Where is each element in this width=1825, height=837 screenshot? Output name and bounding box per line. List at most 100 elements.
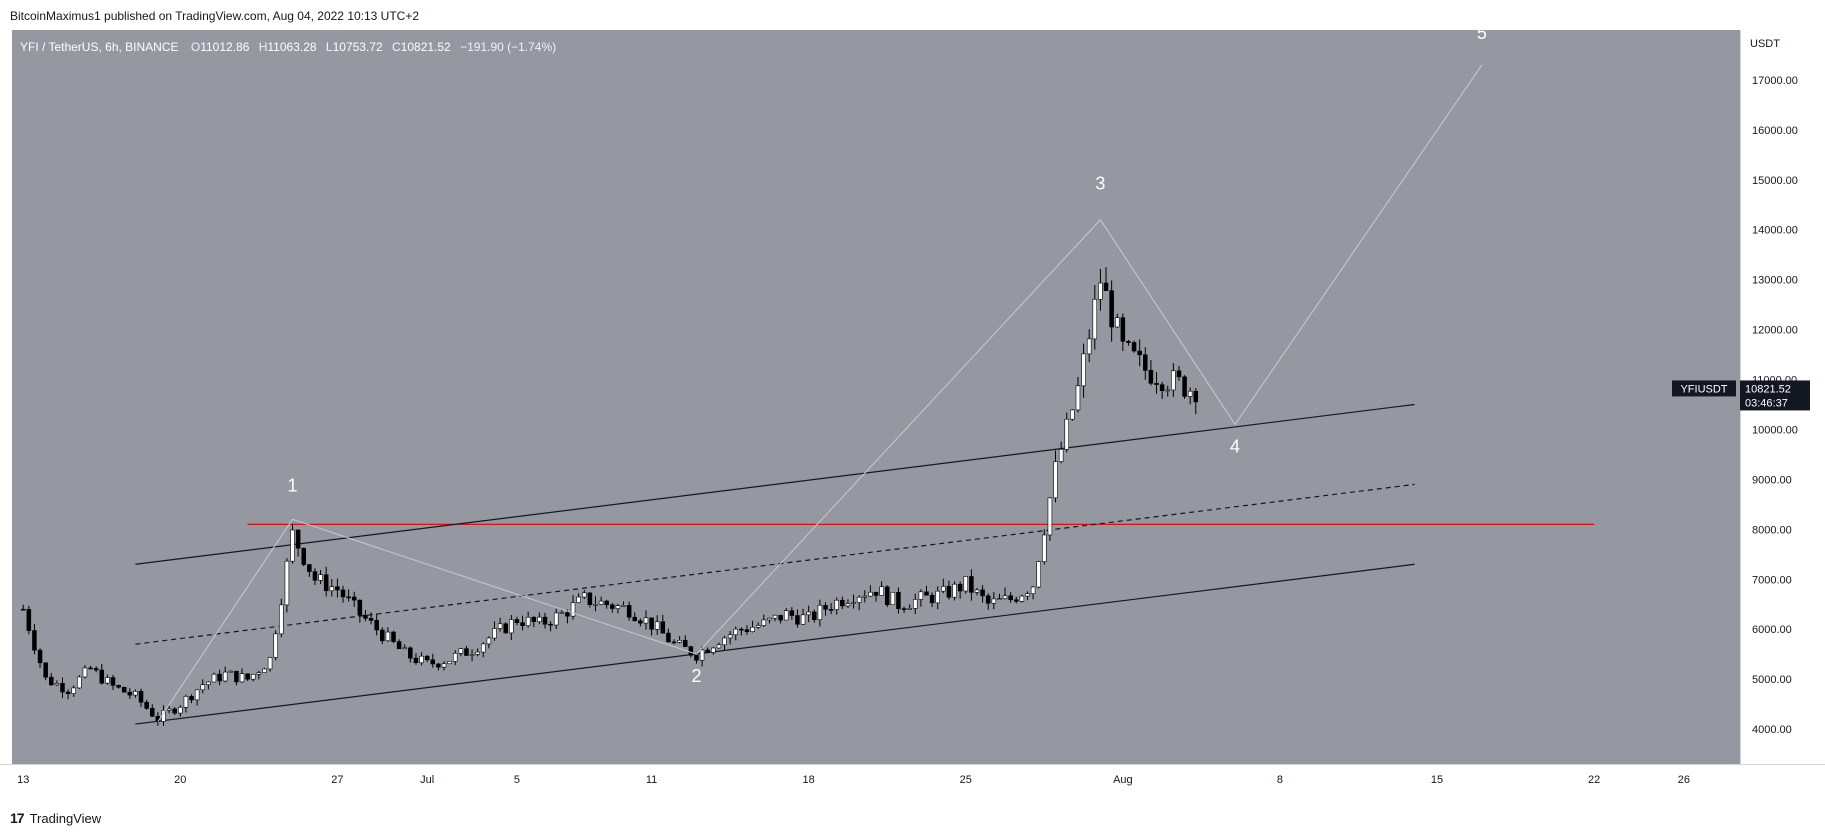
candle-up	[105, 677, 110, 684]
candle-down	[295, 529, 301, 549]
tradingview-name: TradingView	[29, 810, 102, 826]
candle-up	[1086, 338, 1092, 355]
wave-label: 1	[288, 475, 298, 495]
candle-down	[93, 668, 99, 671]
candle-down	[980, 589, 985, 597]
candle-down	[1008, 595, 1013, 601]
candle-down	[946, 586, 952, 598]
candle-up	[654, 621, 660, 630]
candle-up	[862, 595, 868, 598]
candle-down	[1013, 599, 1019, 602]
candle-down	[812, 611, 817, 621]
candle-up	[963, 576, 969, 592]
close-value: 10821.52	[400, 40, 451, 54]
price-tag-box	[1740, 380, 1810, 411]
candle-down	[744, 629, 750, 632]
candle-down	[638, 620, 643, 624]
price-tick-label: 17000.00	[1752, 75, 1798, 87]
candle-down	[604, 600, 609, 606]
candle-down	[778, 614, 783, 621]
candle-down	[413, 657, 419, 664]
candle-up	[537, 616, 542, 622]
elliott-wave-path	[157, 64, 1483, 722]
candle-down	[789, 610, 795, 616]
candle-down	[335, 586, 340, 591]
price-tick-label: 5000.00	[1752, 674, 1792, 686]
candle-up	[800, 614, 806, 625]
candle-up	[402, 647, 407, 650]
wave-label: 3	[1095, 174, 1105, 194]
candle-up	[284, 560, 290, 606]
candle-down	[346, 596, 351, 599]
candle-up	[206, 681, 211, 685]
candle-up	[481, 643, 486, 653]
price-tick-label: 13000.00	[1752, 275, 1798, 287]
candle-up	[178, 706, 183, 714]
candle-down	[60, 683, 65, 693]
candle-down	[88, 667, 93, 670]
candle-down	[626, 605, 632, 618]
candle-down	[351, 596, 357, 601]
price-axis-unit: USDT	[1750, 38, 1780, 50]
candle-down	[1148, 370, 1154, 384]
chart-plot-area[interactable]	[12, 30, 1740, 764]
candle-up	[722, 637, 727, 646]
candle-down	[610, 604, 615, 609]
candle-down	[32, 630, 37, 651]
candle-up	[868, 591, 873, 597]
candle-down	[464, 648, 469, 656]
candle-down	[632, 616, 638, 622]
price-tick-label: 9000.00	[1752, 474, 1792, 486]
price-tick-label: 7000.00	[1752, 574, 1792, 586]
channel-upper-line	[135, 403, 1415, 565]
candle-up	[279, 604, 284, 635]
candle-down	[312, 571, 318, 581]
candle-up	[834, 599, 839, 610]
candle-up	[643, 617, 649, 624]
candle-up	[54, 683, 60, 686]
candle-up	[82, 667, 88, 678]
candle-up	[1064, 418, 1070, 450]
candle-down	[548, 623, 553, 626]
candle-down	[587, 592, 593, 605]
candle-up	[1047, 497, 1053, 536]
candle-up	[447, 661, 452, 665]
open-value: 11012.86	[200, 40, 250, 54]
candle-down	[503, 623, 508, 634]
candle-up	[974, 589, 980, 593]
tradingview-logo-icon: 17	[10, 810, 25, 826]
candle-down	[884, 586, 890, 606]
low-value: 10753.72	[332, 40, 383, 54]
candle-up	[419, 655, 424, 664]
candle-down	[531, 616, 537, 622]
candle-up	[256, 672, 262, 675]
time-tick-label: 13	[17, 774, 29, 786]
time-tick-label: 25	[960, 774, 972, 786]
open-label: O	[190, 40, 201, 54]
candle-down	[430, 659, 436, 665]
symbol-title: YFI / TetherUS, 6h, BINANCE	[20, 40, 179, 54]
candle-down	[380, 629, 385, 642]
candle-up	[997, 598, 1002, 600]
tradingview-brand[interactable]: 17 TradingView	[10, 810, 101, 826]
price-tick-label: 10000.00	[1752, 424, 1798, 436]
candle-up	[576, 596, 581, 603]
time-axis[interactable]	[0, 764, 1825, 789]
candle-down	[660, 621, 666, 634]
price-tag-countdown: 03:46:37	[1745, 397, 1788, 409]
candle-up	[441, 663, 447, 668]
candle-up	[133, 691, 138, 696]
wave-label: 5	[1477, 23, 1487, 43]
candle-down	[391, 631, 396, 642]
candle-down	[896, 591, 901, 609]
candle-up	[1171, 370, 1176, 391]
candle-up	[71, 687, 76, 694]
candle-up	[711, 647, 716, 653]
candle-down	[245, 673, 250, 680]
candle-down	[363, 614, 368, 619]
candle-down	[99, 669, 105, 684]
candle-down	[1120, 317, 1126, 342]
wave-label: 4	[1230, 436, 1240, 456]
candle-up	[385, 631, 391, 642]
low-label: L	[325, 40, 333, 54]
